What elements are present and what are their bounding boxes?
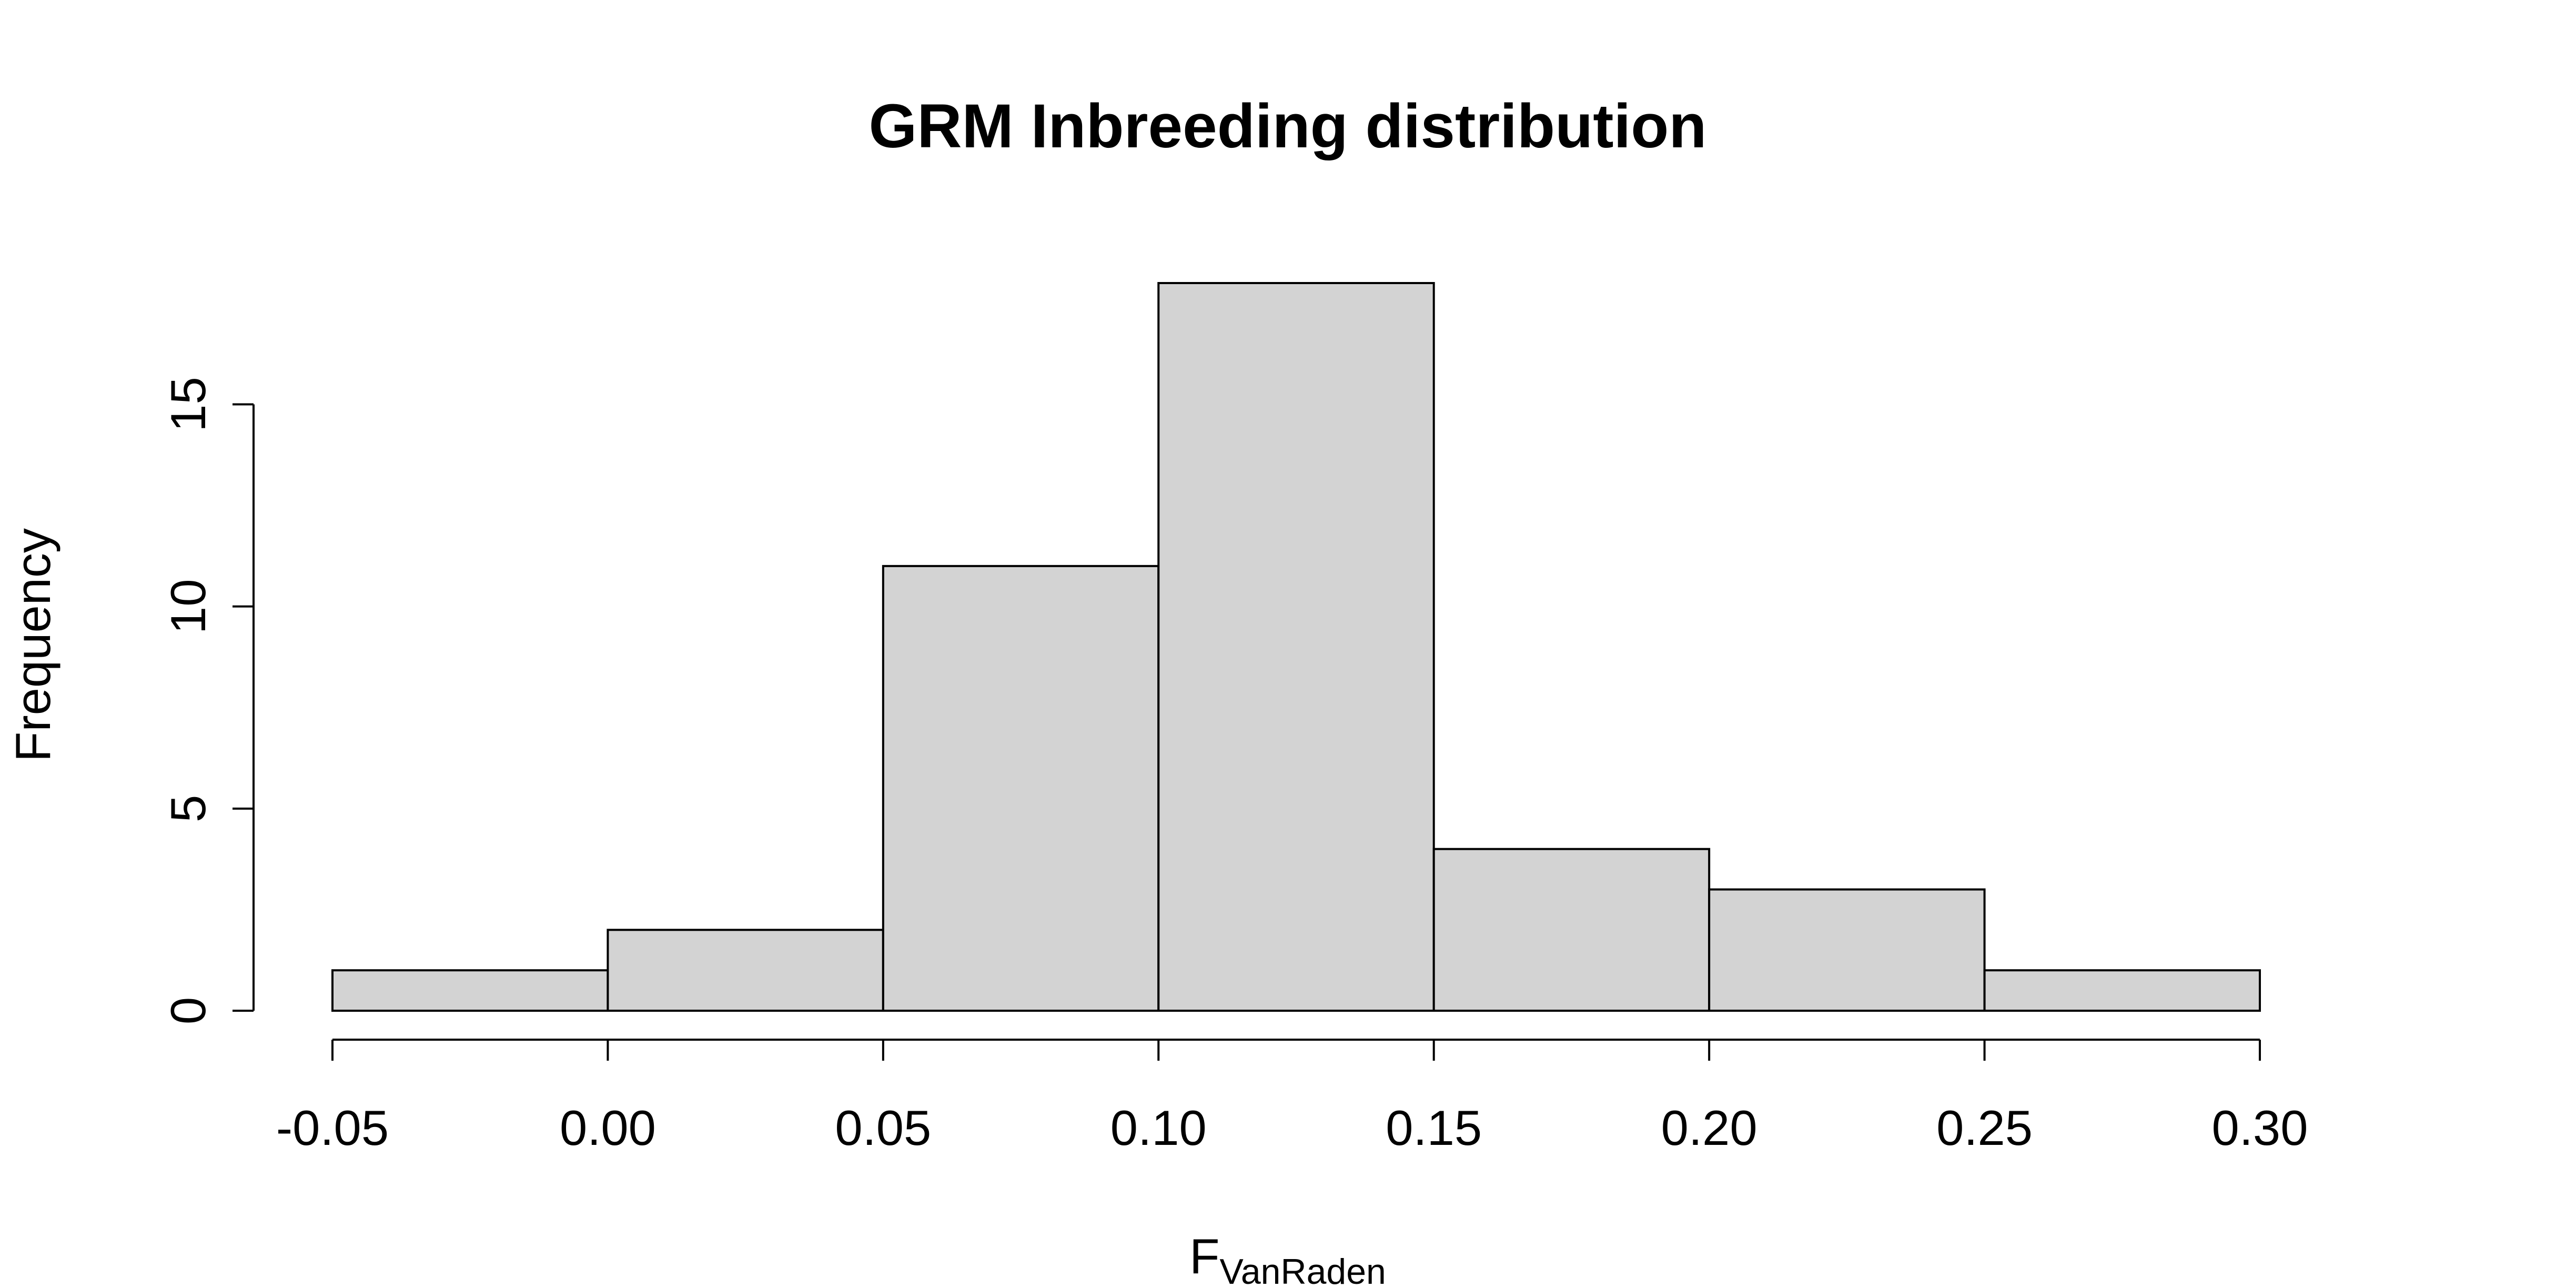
x-axis-label: FVanRaden	[1189, 1229, 1386, 1288]
histogram-bar-1	[607, 929, 884, 1012]
x-axis-label-subscript: VanRaden	[1220, 1252, 1386, 1288]
histogram-bar-4	[1432, 848, 1711, 1012]
histogram-bar-6	[1983, 969, 2261, 1012]
y-axis-label: Frequency	[5, 528, 60, 762]
x-tick-label-4: 0.15	[1386, 1100, 1482, 1155]
x-tick-label-3: 0.10	[1110, 1100, 1207, 1155]
bars-group	[331, 282, 2261, 1012]
histogram-bar-2	[882, 565, 1160, 1012]
y-tick-label-0: 0	[160, 997, 216, 1024]
chart-title: GRM Inbreeding distribution	[869, 92, 1707, 161]
x-tick-label-0: -0.05	[276, 1100, 389, 1155]
histogram-bar-0	[331, 969, 609, 1012]
histogram-bar-5	[1708, 888, 1986, 1012]
y-tick-label-2: 10	[160, 579, 216, 634]
x-tick-label-1: 0.00	[560, 1100, 656, 1155]
x-axis-label-main: F	[1189, 1229, 1219, 1284]
x-axis: -0.05 0.00 0.05 0.10 0.15 0.20 0.25 0.30	[276, 1039, 2308, 1155]
x-tick-label-7: 0.30	[2212, 1100, 2308, 1155]
x-tick-label-6: 0.25	[1936, 1100, 2033, 1155]
y-tick-label-1: 5	[160, 795, 216, 822]
histogram-bar-3	[1157, 282, 1435, 1012]
y-tick-label-3: 15	[160, 377, 216, 432]
x-tick-label-2: 0.05	[835, 1100, 931, 1155]
y-axis: 0 5 10 15	[160, 377, 255, 1024]
x-tick-label-5: 0.20	[1661, 1100, 1757, 1155]
